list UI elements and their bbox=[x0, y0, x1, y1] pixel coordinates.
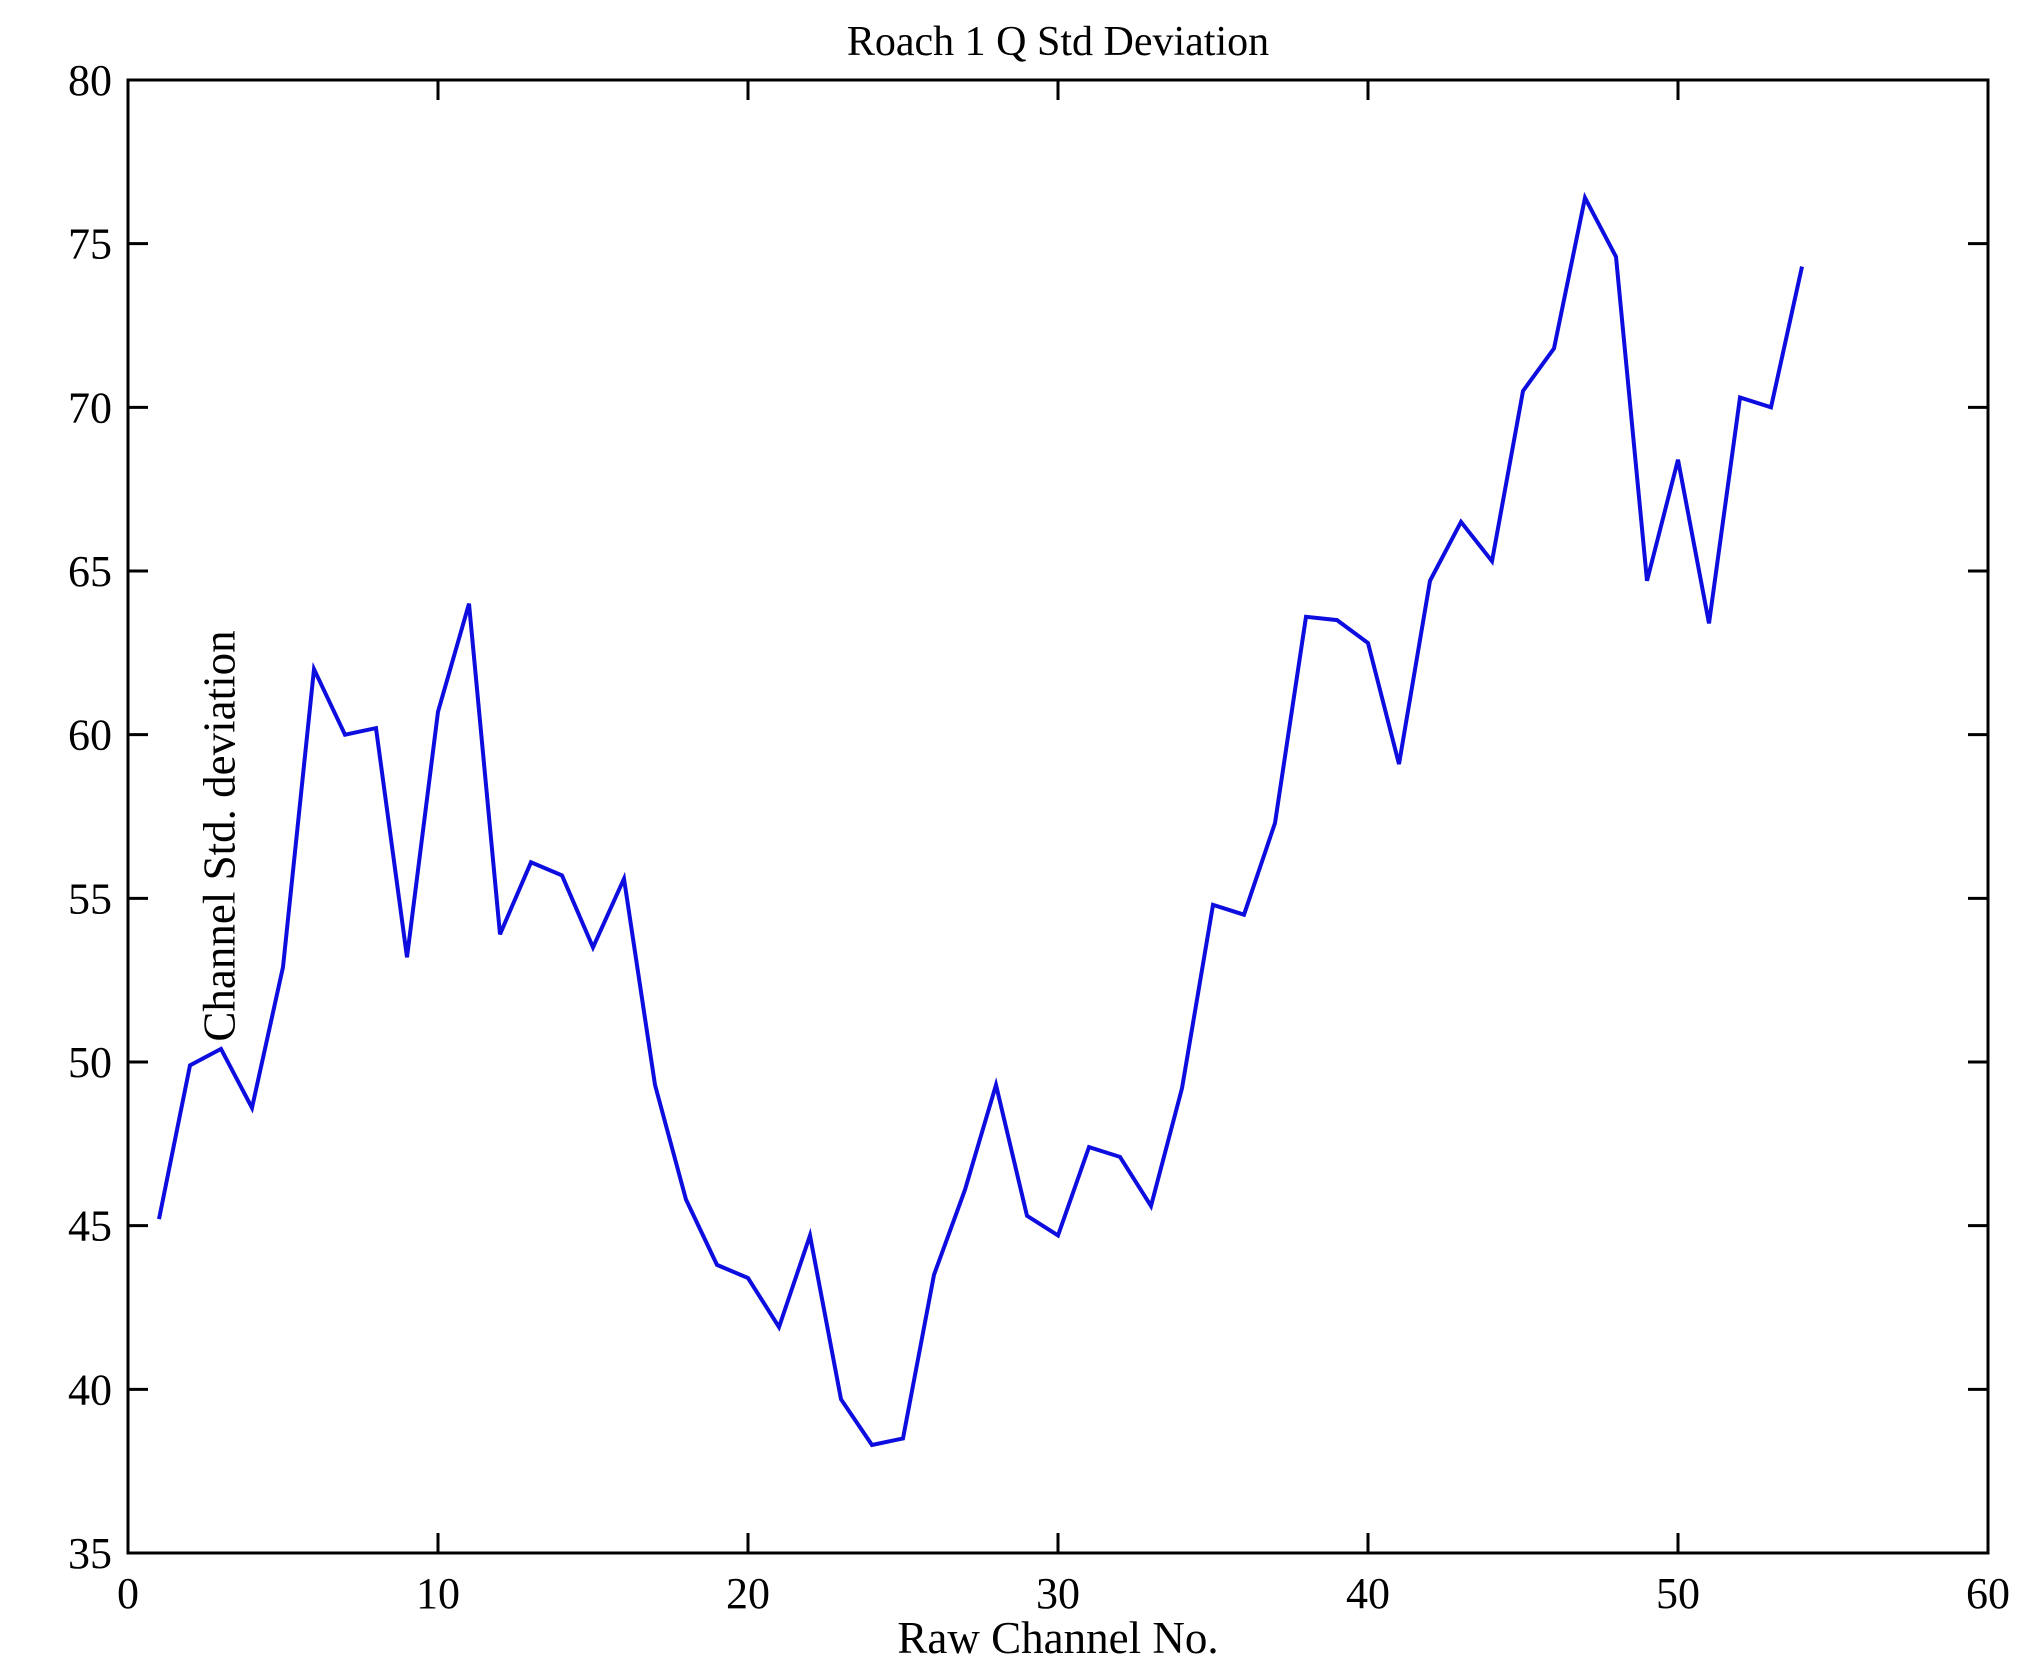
x-tick-label: 10 bbox=[416, 1569, 460, 1618]
x-axis-label: Raw Channel No. bbox=[897, 1613, 1219, 1663]
x-tick-label: 0 bbox=[117, 1569, 139, 1618]
y-tick-label: 35 bbox=[68, 1529, 112, 1578]
y-tick-label: 40 bbox=[68, 1365, 112, 1414]
y-tick-label: 75 bbox=[68, 220, 112, 269]
y-tick-label: 60 bbox=[68, 711, 112, 760]
tick-labels: 0 10 20 30 40 50 60 35 40 45 50 55 60 65 70 75 80 bbox=[68, 56, 2010, 1618]
y-axis-label: Channel Std. deviation bbox=[194, 630, 245, 1042]
x-tick-label: 40 bbox=[1346, 1569, 1390, 1618]
x-tick-label: 50 bbox=[1656, 1569, 1700, 1618]
x-tick-label: 30 bbox=[1036, 1569, 1080, 1618]
series-line bbox=[157, 191, 1804, 1448]
x-tick-label: 60 bbox=[1966, 1569, 2010, 1618]
x-tick-label: 20 bbox=[726, 1569, 770, 1618]
chart-title: Roach 1 Q Std Deviation bbox=[846, 19, 1270, 65]
y-tick-label: 80 bbox=[68, 56, 112, 105]
y-tick-label: 70 bbox=[68, 383, 112, 432]
y-tick-label: 55 bbox=[68, 874, 112, 923]
y-tick-label: 65 bbox=[68, 547, 112, 596]
y-tick-label: 50 bbox=[68, 1038, 112, 1087]
plot-area-box bbox=[126, 78, 1990, 1555]
data-series bbox=[157, 191, 1804, 1448]
tick-marks bbox=[126, 78, 1990, 1555]
y-tick-label: 45 bbox=[68, 1202, 112, 1251]
